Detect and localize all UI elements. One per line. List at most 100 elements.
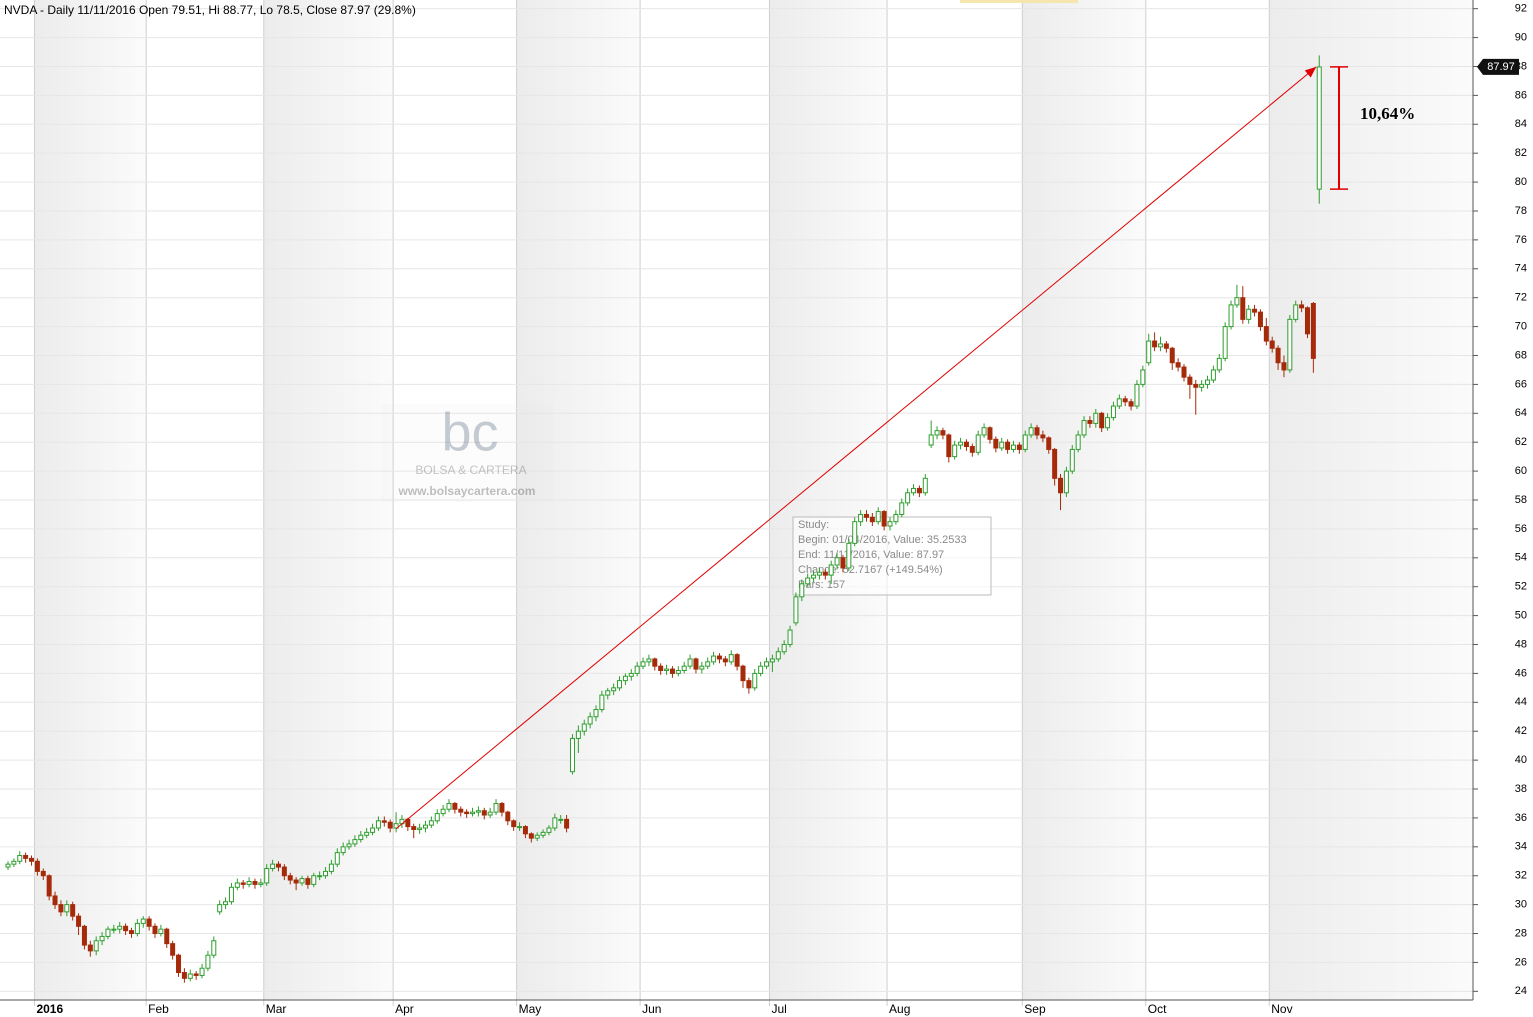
x-tick-label: Nov [1271,1002,1292,1016]
candle-body [640,661,646,667]
candle-body [963,441,969,448]
candle-body [1199,383,1205,388]
candle-body [46,875,52,897]
candle-body [364,831,370,836]
candle-body [687,658,693,667]
candle-body [863,513,869,518]
candle-body [1110,405,1116,419]
chart-title: NVDA - Daily 11/11/2016 Open 79.51, Hi 8… [4,3,416,17]
candle-body [669,668,675,674]
candle-body [1257,311,1263,328]
candle-body [387,821,393,829]
candle-body [858,513,864,523]
y-tick-label: 68 [1515,349,1527,361]
candle-body [252,881,258,885]
candle-body [781,644,787,653]
candle-body [658,665,664,672]
tooltip-line: End: 11/11/2016, Value: 87.97 [798,549,944,561]
candle-body [1269,340,1275,349]
candle-body [234,882,240,888]
y-tick-label: 66 [1515,378,1527,390]
candle-body [70,904,76,917]
candle-body [969,446,975,453]
candle-body [1310,302,1316,359]
candle-body [693,658,699,670]
price-tag-label: 87.97 [1487,61,1515,73]
candle-body [305,878,311,885]
candle-body [146,918,152,927]
candle-body [958,441,964,446]
candle-body [293,879,299,884]
candle-body [652,658,658,667]
candle-body [199,967,205,976]
candle-body [787,629,793,646]
candle-body [1105,417,1111,429]
candle-body [1052,448,1058,479]
candle-body [370,827,376,833]
candle-body [587,716,593,725]
candle-body [1010,444,1016,450]
background [0,0,1473,1006]
y-tick-label: 56 [1515,523,1527,535]
candle-body [1234,297,1240,306]
watermark-logo: bc [441,402,498,462]
y-tick-label: 30 [1515,899,1527,911]
y-tick-label: 46 [1515,667,1527,679]
candle-body [940,430,946,436]
y-tick-label: 90 [1515,31,1527,43]
y-tick-label: 64 [1515,407,1527,419]
candle-body [205,954,211,969]
candle-body [634,665,640,674]
y-tick-label: 58 [1515,494,1527,506]
candle-body [675,670,681,674]
x-tick-label: Feb [148,1002,169,1016]
candle-body [869,516,875,523]
candle-body [799,583,805,598]
candle-body [769,658,775,663]
candle-body [346,843,352,848]
y-tick-label: 50 [1515,610,1527,622]
candle-body [411,826,417,830]
candle-body [211,940,217,956]
candle-body [317,875,323,878]
y-tick-label: 92 [1515,3,1527,15]
candle-body [987,427,993,440]
tooltip-box [792,516,992,596]
candle-body [1005,441,1011,450]
candle-body [887,521,893,527]
candle-body [681,665,687,672]
candle-body [1140,369,1146,385]
x-tick-label: 2016 [36,1002,63,1016]
candle-body [952,444,958,458]
candle-body [240,882,246,885]
y-tick-label: 34 [1515,841,1527,853]
annotation: 10,64% [1360,104,1415,123]
candle-body [328,863,334,872]
candle-body [464,811,470,815]
candle-body [29,857,35,862]
x-tick-label: Jul [771,1002,786,1016]
candle-body [505,811,511,822]
y-tick-label: 72 [1515,292,1527,304]
y-tick-label: 62 [1515,436,1527,448]
candle-body [152,925,158,935]
candle-body [552,817,558,829]
y-tick-label: 40 [1515,754,1527,766]
candle-body [123,925,129,932]
candle-body [793,596,799,624]
candle-body [1205,379,1211,385]
candle-body [1069,448,1075,472]
candle-body [93,940,99,952]
candle-body [716,655,722,660]
candle-body [916,487,922,494]
candle-body [1281,362,1287,371]
watermark-url: www.bolsaycartera.com [398,484,536,498]
candle-body [105,928,111,937]
candle-body [34,860,40,872]
candle-body [1028,427,1034,436]
candle-body [264,867,270,884]
candle-body [1252,308,1258,313]
candle-body [393,823,399,829]
watermark-name: BOLSA & CARTERA [415,463,526,477]
